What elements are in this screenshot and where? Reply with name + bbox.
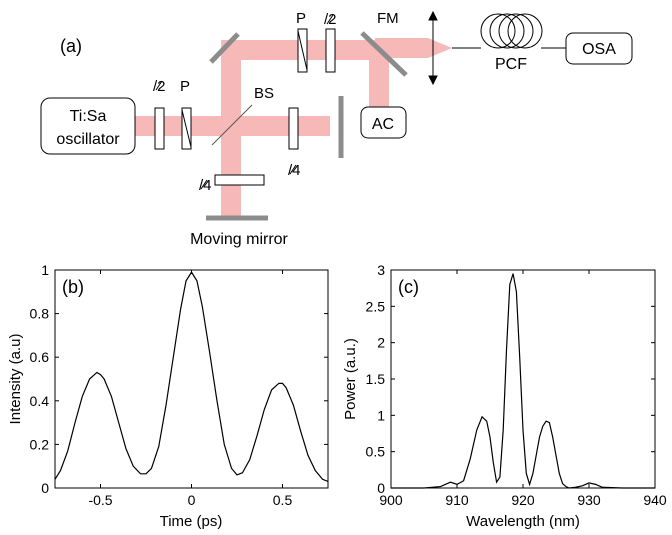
plot-b-ticks: -0.5 0 0.5 0 0.2 0.4 0.6 0.8 1 — [30, 262, 328, 508]
beam-splitter — [211, 104, 253, 146]
plot-b-frame — [54, 269, 329, 489]
plot-c-ytick-label: 1 — [377, 407, 385, 423]
beam-vertical-to-moving-mirror — [221, 40, 241, 216]
plot-c-ytick-label: 0.5 — [366, 444, 386, 460]
ti-sa-oscillator-box — [40, 97, 136, 155]
flip-mirror-fm — [360, 31, 408, 77]
osa-box — [565, 32, 633, 65]
plot-b-xtick-label: -0.5 — [88, 492, 112, 508]
fiber-coil-icon — [452, 13, 566, 49]
quarter-wave-2-label: /4 — [288, 162, 301, 179]
plot-c-ytick-label: 2 — [377, 335, 385, 351]
flip-mirror-label: FM — [377, 10, 399, 27]
quarter-wave-plate-1 — [214, 174, 265, 186]
plot-c-xtick-label: 910 — [445, 492, 469, 508]
autocorrelator-label: AC — [372, 116, 394, 133]
autocorrelator-box — [360, 106, 407, 139]
plot-b-xtick-label: 0.5 — [273, 492, 293, 508]
osa-label: OSA — [582, 41, 616, 58]
plot-b-ylabel: Intensity (a.u) — [7, 334, 24, 425]
half-wave-plate-2 — [325, 28, 336, 73]
half-wave-1-label: /2 — [153, 78, 166, 95]
half-wave-plate-1 — [154, 107, 165, 150]
intensity-curve — [54, 271, 329, 483]
setup-diagram: Ti:Sa oscillator /2 P P /2 /4 /4 BS FM A… — [40, 10, 633, 248]
plot-b-ytick-label: 1 — [41, 262, 49, 278]
spectrum-curve — [391, 273, 655, 489]
intensity-plot: -0.5 0 0.5 0 0.2 0.4 0.6 0.8 1 (b) Time (ps) Int… — [7, 262, 329, 530]
plot-c-xtick-label: 940 — [643, 492, 667, 508]
plot-b-xtick-label: 0 — [188, 492, 196, 508]
source-label-line2: oscillator — [56, 131, 120, 148]
beam-splitter-label: BS — [254, 85, 274, 102]
plot-c-ytick-label: 3 — [377, 262, 385, 278]
quarter-wave-plate-2 — [288, 107, 299, 150]
plot-c-xlabel: Wavelength (nm) — [466, 513, 580, 530]
lens-icon — [428, 10, 438, 86]
spectrum-plot: 900 910 920 930 940 0 0.5 1 1.5 2 2.5 3 (c) Wavelen… — [342, 262, 667, 530]
plot-c-ytick-label: 2.5 — [366, 298, 386, 314]
mirrors — [206, 31, 408, 221]
plot-c-ylabel: Power (a.u.) — [342, 338, 359, 420]
plot-c-ytick-label: 0 — [377, 480, 385, 496]
plot-b-ytick-label: 0.4 — [30, 393, 50, 409]
beam-to-ac — [369, 46, 389, 108]
fiber-label: PCF — [495, 56, 527, 73]
plot-c-xtick-label: 930 — [577, 492, 601, 508]
plot-c-panel-label: (c) — [398, 277, 419, 297]
moving-mirror-label: Moving mirror — [190, 231, 288, 248]
plot-b-ytick-label: 0.8 — [30, 306, 50, 322]
plot-c-frame — [390, 269, 656, 489]
plot-c-ytick-label: 1.5 — [366, 371, 386, 387]
mirror-top-left — [209, 32, 240, 64]
plot-c-ticks: 900 910 920 930 940 0 0.5 1 1.5 2 2.5 3 — [366, 262, 667, 508]
quarter-wave-1-label: /4 — [199, 177, 212, 194]
plot-b-ytick-label: 0 — [41, 480, 49, 496]
fraction-bars — [155, 14, 334, 190]
plot-b-ytick-label: 0.2 — [30, 436, 50, 452]
polarizer-1-axis — [181, 109, 192, 148]
plot-c-xtick-label: 920 — [511, 492, 535, 508]
plot-b-ytick-label: 0.6 — [30, 349, 50, 365]
polarizer-2-label: P — [296, 10, 306, 27]
polarizer-1-label: P — [180, 78, 190, 95]
polarizer-2-axis — [297, 30, 308, 71]
plot-c-xtick-label: 900 — [379, 492, 403, 508]
source-label-line1: Ti:Sa — [70, 108, 107, 125]
plot-b-xlabel: Time (ps) — [160, 513, 223, 530]
panel-a-label: (a) — [60, 36, 82, 56]
plot-b-panel-label: (b) — [62, 277, 84, 297]
half-wave-2-label: /2 — [324, 11, 337, 28]
